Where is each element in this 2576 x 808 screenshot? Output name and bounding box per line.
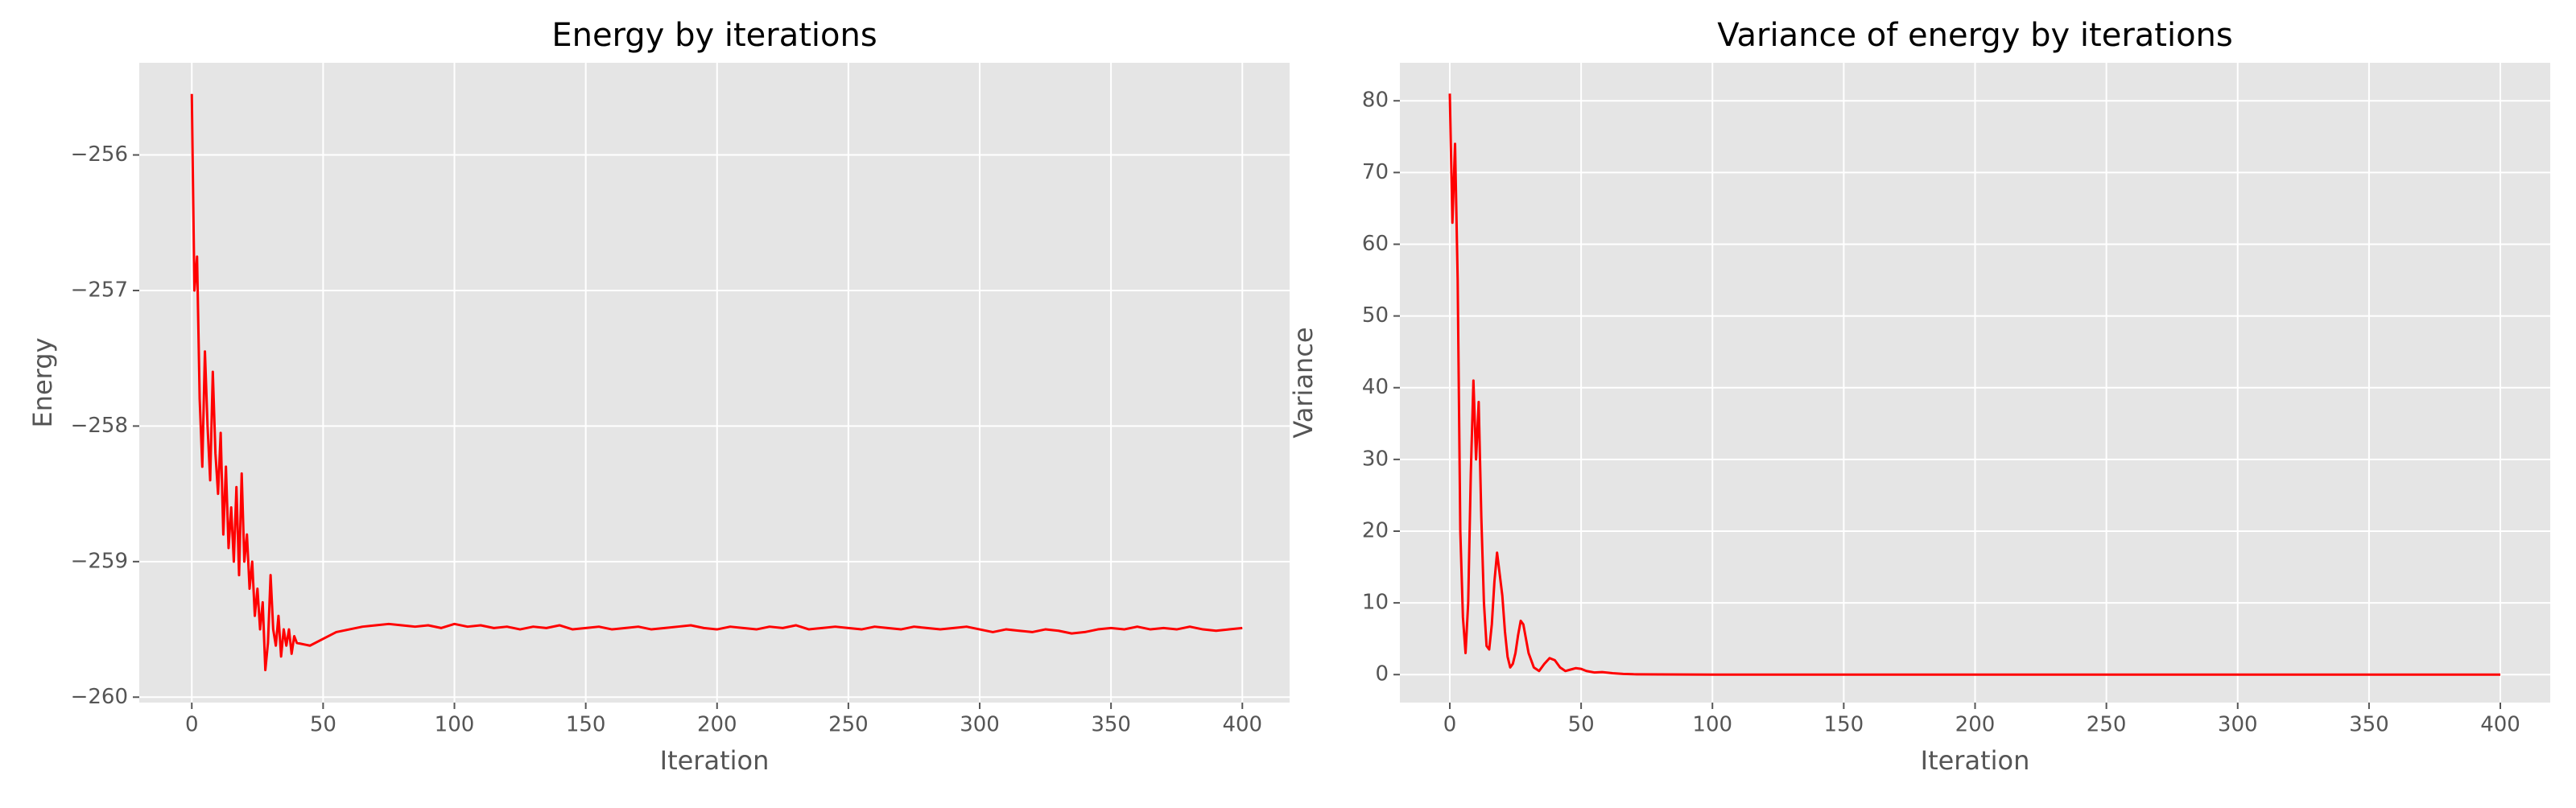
x-tick-label: 350	[1091, 713, 1131, 737]
x-tick-label: 50	[310, 713, 336, 737]
x-tick-label: 100	[1692, 713, 1732, 737]
y-tick-label: −258	[71, 414, 128, 438]
x-tick-label: 400	[2480, 713, 2520, 737]
y-tick-label: −260	[71, 685, 128, 709]
y-tick-label: 30	[1362, 447, 1389, 471]
x-axis-label: Iteration	[660, 745, 770, 776]
y-tick-label: −257	[71, 278, 128, 302]
y-tick-label: −256	[71, 142, 128, 167]
x-tick-label: 400	[1222, 713, 1262, 737]
y-axis-label: Variance	[1288, 327, 1319, 438]
x-tick-label: 50	[1568, 713, 1595, 737]
x-tick-label: 150	[566, 713, 606, 737]
x-tick-label: 0	[1443, 713, 1457, 737]
chart-title: Energy by iterations	[551, 17, 877, 54]
chart-title: Variance of energy by iterations	[1717, 17, 2232, 54]
x-tick-label: 0	[185, 713, 199, 737]
x-tick-label: 200	[1955, 713, 1996, 737]
x-tick-label: 250	[828, 713, 869, 737]
x-tick-label: 350	[2349, 713, 2389, 737]
plot-area	[139, 63, 1290, 703]
y-tick-label: −259	[71, 549, 128, 573]
x-tick-label: 200	[697, 713, 737, 737]
y-tick-label: 70	[1362, 160, 1389, 184]
x-tick-label: 100	[435, 713, 475, 737]
y-tick-label: 10	[1362, 591, 1389, 615]
data-line	[1448, 93, 2501, 676]
x-tick-label: 300	[2218, 713, 2258, 737]
y-tick-label: 80	[1362, 89, 1389, 113]
y-tick-label: 0	[1375, 662, 1389, 686]
x-tick-label: 300	[960, 713, 1000, 737]
x-axis-label: Iteration	[1921, 745, 2030, 776]
y-tick-label: 60	[1362, 232, 1389, 256]
y-tick-label: 50	[1362, 303, 1389, 328]
y-axis-label: Energy	[27, 337, 58, 427]
y-tick-label: 20	[1362, 518, 1389, 542]
data-line	[190, 93, 1243, 672]
x-tick-label: 250	[2087, 713, 2127, 737]
x-tick-label: 150	[1824, 713, 1864, 737]
y-tick-label: 40	[1362, 375, 1389, 399]
